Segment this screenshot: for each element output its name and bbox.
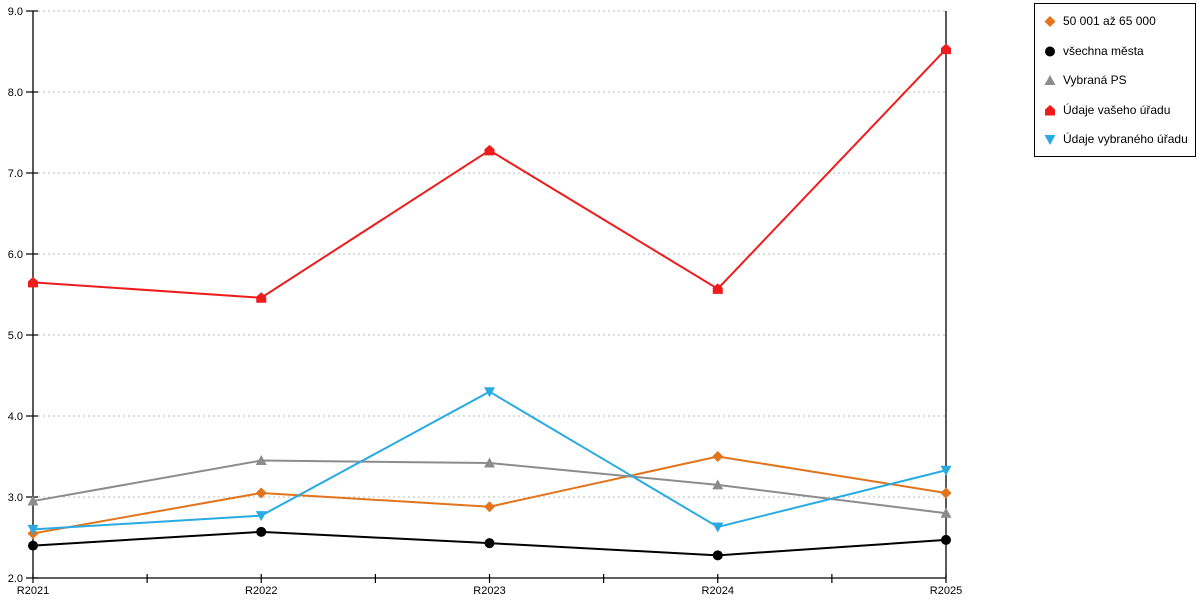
x-axis-tick-label: R2024 — [702, 585, 734, 597]
x-axis-tick-label: R2022 — [245, 585, 277, 597]
series-triangle-up — [27, 455, 952, 518]
circle-marker — [256, 526, 267, 537]
legend-label: Vybraná PS — [1063, 73, 1127, 87]
pentagon-up-marker — [256, 292, 267, 303]
y-axis-tick-label: 6.0 — [8, 249, 23, 261]
triangle-up-marker — [27, 495, 39, 506]
y-axis-tick-label: 4.0 — [8, 411, 23, 423]
circle-marker-icon — [1043, 44, 1057, 58]
diamond-marker — [255, 487, 267, 499]
series-pentagon-up — [28, 43, 951, 303]
y-axis-tick-label: 5.0 — [8, 330, 23, 342]
y-axis-tick-label: 2.0 — [8, 573, 23, 585]
triangle-down-marker-icon — [1043, 132, 1057, 146]
diamond-marker-icon — [1043, 14, 1057, 28]
circle-marker — [941, 534, 951, 545]
triangle-up-marker — [255, 455, 267, 466]
series-diamond — [27, 451, 952, 539]
legend-item: všechna města — [1043, 43, 1187, 59]
triangle-up-marker — [712, 479, 724, 490]
legend-label: Údaje vašeho úřadu — [1063, 102, 1171, 117]
legend-label: Údaje vybraného úřadu — [1063, 132, 1188, 146]
triangle-up-marker — [940, 507, 952, 518]
y-axis-tick-label: 9.0 — [8, 6, 23, 18]
x-axis-tick-label: R2021 — [17, 585, 49, 597]
pentagon-marker-icon — [1043, 103, 1057, 117]
triangle-down-marker — [1044, 135, 1056, 145]
series-circle — [28, 526, 951, 561]
pentagon-up-marker — [1045, 104, 1055, 115]
legend-label: 50 001 až 65 000 — [1063, 14, 1156, 28]
diamond-marker — [484, 501, 495, 513]
triangle-down-marker — [940, 465, 952, 476]
legend-item: Vybraná PS — [1043, 72, 1187, 88]
legend: 50 001 až 65 000 všechna města Vybraná P… — [1034, 3, 1196, 157]
y-axis-tick-label: 3.0 — [8, 492, 23, 504]
legend-label: všechna města — [1063, 43, 1144, 58]
circle-marker — [712, 550, 723, 561]
y-axis-tick-label: 8.0 — [8, 87, 23, 99]
y-axis-tick-label: 7.0 — [8, 168, 23, 180]
triangle-down-marker — [255, 511, 267, 522]
diamond-marker — [712, 451, 724, 462]
pentagon-up-marker — [28, 276, 38, 288]
triangle-down-marker — [484, 387, 495, 398]
triangle-up-marker — [484, 457, 495, 468]
triangle-down-marker — [712, 522, 724, 533]
pentagon-up-marker — [941, 43, 951, 55]
circle-marker — [28, 540, 38, 551]
diamond-marker — [1044, 16, 1056, 27]
x-axis-tick-label: R2025 — [930, 585, 962, 597]
series-triangle-down — [27, 387, 952, 535]
triangle-up-marker-icon — [1043, 73, 1057, 87]
diamond-marker — [940, 487, 952, 499]
circle-marker — [484, 538, 495, 549]
pentagon-up-marker — [484, 144, 495, 156]
x-axis-tick-label: R2023 — [473, 585, 505, 597]
pentagon-up-marker — [712, 283, 723, 294]
legend-item: Údaje vybraného úřadu — [1043, 131, 1188, 147]
circle-marker — [1045, 46, 1055, 56]
legend-item: 50 001 až 65 000 — [1043, 13, 1187, 29]
legend-item: Údaje vašeho úřadu — [1043, 102, 1187, 118]
triangle-down-marker — [27, 524, 39, 535]
triangle-up-marker — [1044, 75, 1056, 85]
